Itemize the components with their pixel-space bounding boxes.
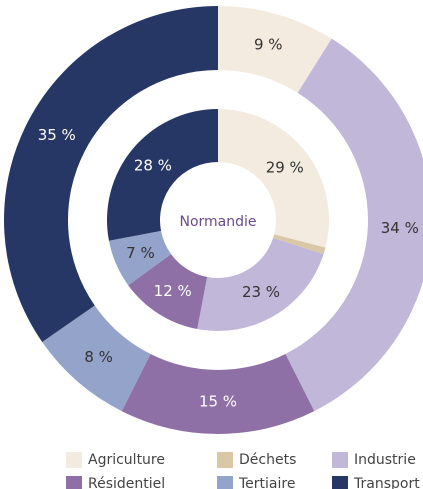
- slice: [197, 237, 324, 331]
- legend-swatch: [332, 476, 348, 489]
- legend-label: Déchets: [239, 452, 296, 468]
- legend-label: Tertiaire: [238, 476, 295, 489]
- value-label: 23 %: [242, 283, 280, 301]
- value-label: 7 %: [126, 244, 155, 262]
- slice: [108, 230, 172, 286]
- legend-label: Résidentiel: [88, 476, 165, 489]
- legend-label: Industrie: [354, 452, 416, 468]
- slice: [218, 6, 332, 93]
- legend-swatch: [66, 476, 82, 489]
- legend-swatch: [66, 452, 82, 468]
- value-label: 12 %: [154, 282, 192, 300]
- legend-swatch: [217, 452, 233, 468]
- slice: [218, 109, 329, 248]
- slice: [128, 254, 208, 330]
- value-label: 28 %: [134, 157, 172, 175]
- legend-swatch: [332, 452, 348, 468]
- legend-label: Agriculture: [88, 452, 165, 468]
- slice: [285, 38, 423, 412]
- value-label: 8 %: [84, 348, 113, 366]
- slice: [121, 353, 315, 434]
- slice: [42, 305, 151, 412]
- value-label: 15 %: [199, 393, 237, 411]
- slice: [273, 234, 326, 255]
- slice: [107, 109, 218, 241]
- value-label: 35 %: [38, 126, 76, 144]
- legend-swatch: [217, 476, 233, 489]
- legend-label: Transport: [353, 476, 420, 489]
- center-label: Normandie: [179, 214, 256, 230]
- value-label: 9 %: [254, 36, 283, 54]
- value-label: 34 %: [381, 219, 419, 237]
- value-label: 29 %: [266, 159, 304, 177]
- slice: [3, 6, 218, 342]
